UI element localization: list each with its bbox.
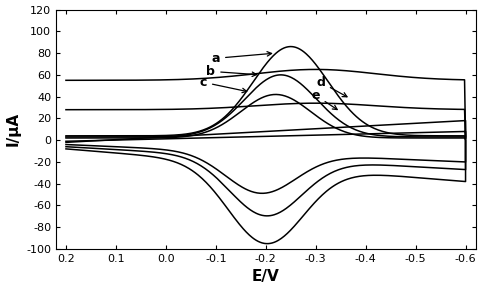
- Text: a: a: [212, 52, 271, 65]
- Text: d: d: [316, 76, 347, 97]
- Text: c: c: [199, 76, 247, 93]
- Y-axis label: I/μA: I/μA: [6, 112, 21, 146]
- Text: e: e: [312, 89, 337, 110]
- X-axis label: E/V: E/V: [252, 269, 280, 284]
- Text: b: b: [206, 65, 256, 78]
